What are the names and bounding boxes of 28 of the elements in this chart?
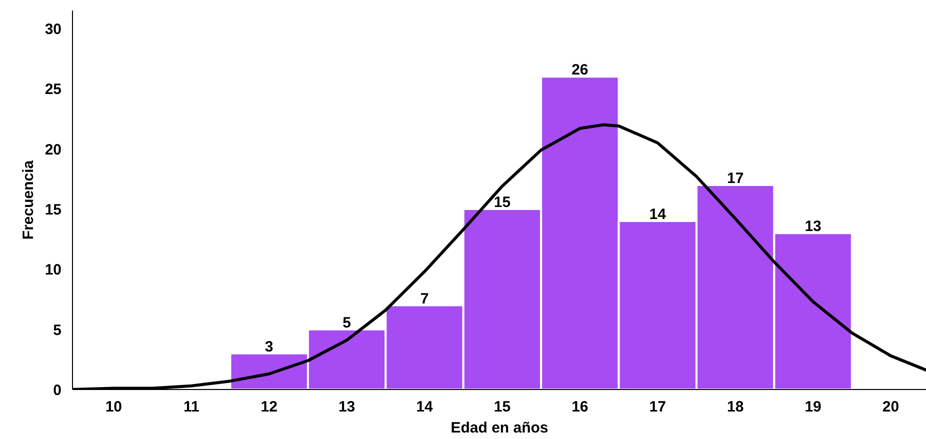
x-tick-label: 14 xyxy=(416,398,434,416)
y-tick-label: 15 xyxy=(44,202,62,219)
y-tick-label: 25 xyxy=(44,81,62,98)
x-tick-label: 11 xyxy=(183,398,200,416)
y-tick-label: 30 xyxy=(44,21,62,38)
y-tick-label: 5 xyxy=(53,322,62,339)
data-label: 13 xyxy=(804,218,822,236)
data-label: 5 xyxy=(342,314,351,332)
data-label: 15 xyxy=(494,194,511,212)
y-tick-label: 10 xyxy=(44,262,62,279)
x-tick-label: 15 xyxy=(494,398,511,416)
x-tick-label: 12 xyxy=(260,398,278,416)
x-tick-label: 20 xyxy=(882,398,900,416)
x-tick-label: 17 xyxy=(649,398,666,416)
y-axis-title: Frecuencia xyxy=(20,160,37,240)
x-tick-label: 18 xyxy=(727,398,744,416)
data-label: 14 xyxy=(649,206,667,224)
x-tick-label: 10 xyxy=(105,398,122,416)
y-tick-label: 20 xyxy=(44,141,62,158)
data-label: 26 xyxy=(572,62,588,79)
data-label: 7 xyxy=(420,290,429,308)
x-tick-label: 16 xyxy=(572,398,588,416)
x-axis-title: Edad en años xyxy=(450,420,548,436)
data-label: 17 xyxy=(727,170,744,187)
x-tick-label: 19 xyxy=(804,398,822,416)
y-tick-label: 0 xyxy=(53,382,62,399)
data-label: 3 xyxy=(264,338,274,356)
x-tick-label: 13 xyxy=(338,398,356,416)
